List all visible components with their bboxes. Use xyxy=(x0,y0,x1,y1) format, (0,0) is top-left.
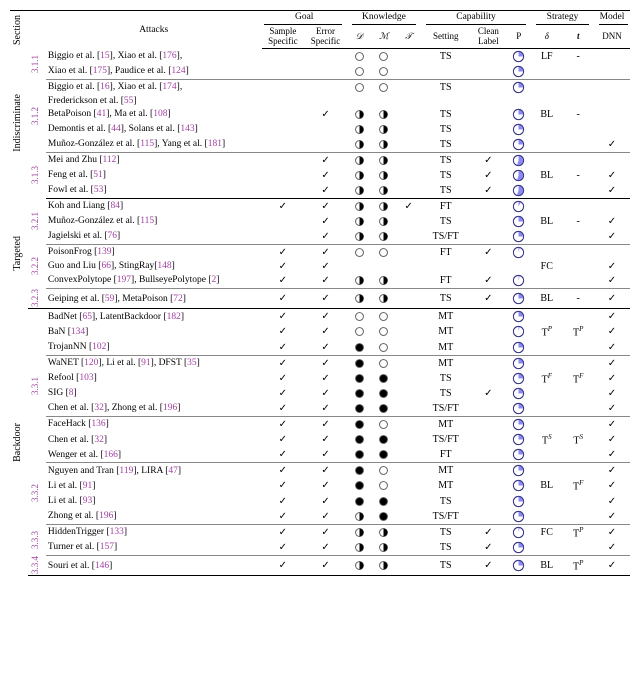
attack-name: Frederickson et al. [55] xyxy=(46,95,262,107)
col-d: 𝒟 xyxy=(347,26,372,48)
attack-name: Xiao et al. [175], Paudice et al. [124] xyxy=(46,64,262,80)
col-sample: SampleSpecific xyxy=(262,26,305,48)
col-group: Strategy xyxy=(531,11,594,24)
attack-name: WaNET [120], Li et al. [91], DFST [35] xyxy=(46,355,262,371)
attack-name: Chen et al. [32] xyxy=(46,432,262,447)
attack-name: Biggio et al. [15], Xiao et al. [176], xyxy=(46,48,262,64)
attack-name: Wenger et al. [166] xyxy=(46,447,262,463)
attack-name: HiddenTrigger [133] xyxy=(46,524,262,540)
attack-name: Feng et al. [51] xyxy=(46,168,262,183)
section-number: 3.2.3 xyxy=(30,289,40,307)
attacks-comparison-table: Section AttacksGoalKnowledgeCapabilityStr… xyxy=(10,10,630,576)
col-dnn: DNN xyxy=(594,26,630,48)
section-number: 3.1.1 xyxy=(30,55,40,73)
attack-name: SIG [8] xyxy=(46,386,262,401)
section-number: 3.3.2 xyxy=(30,484,40,502)
section-number: 3.3.4 xyxy=(30,556,40,574)
attack-name: TrojanNN [102] xyxy=(46,340,262,356)
attack-name: Nguyen and Tran [119], LIRA [47] xyxy=(46,463,262,479)
attack-name: Turner et al. [157] xyxy=(46,540,262,556)
section-number: 3.1.3 xyxy=(30,166,40,184)
attack-name: PoisonFrog [139] xyxy=(46,244,262,260)
col-group: Goal xyxy=(262,11,347,24)
section-number: 3.3.3 xyxy=(30,531,40,549)
attack-name: Demontis et al. [44], Solans et al. [143… xyxy=(46,122,262,137)
section-label: Targeted xyxy=(12,236,23,271)
attack-name: Mei and Zhu [112] xyxy=(46,152,262,168)
attack-name: Refool [103] xyxy=(46,371,262,386)
col-clean: CleanLabel xyxy=(470,26,506,48)
col-ttt: t xyxy=(563,26,594,48)
col-attacks: Attacks xyxy=(46,11,262,49)
attack-name: Souri et al. [146] xyxy=(46,555,262,576)
attack-name: Biggio et al. [16], Xiao et al. [174], xyxy=(46,79,262,95)
attack-name: Chen et al. [32], Zhong et al. [196] xyxy=(46,401,262,417)
col-t: 𝒯 xyxy=(396,26,421,48)
attack-name: Geiping et al. [59], MetaPoison [72] xyxy=(46,288,262,309)
attack-name: Fowl et al. [53] xyxy=(46,183,262,199)
col-p: P xyxy=(506,26,531,48)
section-number: 3.1.2 xyxy=(30,107,40,125)
col-group: Capability xyxy=(421,11,531,24)
attack-name: Koh and Liang [84] xyxy=(46,198,262,214)
col-setting: Setting xyxy=(421,26,470,48)
attack-name: Muñoz-González et al. [115] xyxy=(46,214,262,229)
attack-name: BaN [134] xyxy=(46,324,262,339)
attack-name: Jagielski et al. [76] xyxy=(46,229,262,245)
col-delta: δ xyxy=(531,26,562,48)
section-number: 3.2.2 xyxy=(30,257,40,275)
attack-name: BetaPoison [41], Ma et al. [108] xyxy=(46,107,262,122)
col-error: ErrorSpecific xyxy=(304,26,347,48)
col-group: Model xyxy=(594,11,630,24)
attack-name: Li et al. [91] xyxy=(46,478,262,493)
section-label: Indiscriminate xyxy=(12,94,23,152)
col-section: Section xyxy=(12,15,23,45)
section-number: 3.2.1 xyxy=(30,212,40,230)
col-group: Knowledge xyxy=(347,11,421,24)
attack-name: FaceHack [136] xyxy=(46,416,262,432)
attack-name: BadNet [65], LatentBackdoor [182] xyxy=(46,309,262,325)
attack-name: Zhong et al. [196] xyxy=(46,509,262,525)
col-m: ℳ xyxy=(372,26,397,48)
attack-name: Li et al. [93] xyxy=(46,494,262,509)
attack-name: ConvexPolytope [197], BullseyePolytope [… xyxy=(46,273,262,289)
attack-name: Muñoz-González et al. [115], Yang et al.… xyxy=(46,137,262,153)
section-label: Backdoor xyxy=(12,423,23,462)
section-number: 3.3.1 xyxy=(30,377,40,395)
attack-name: Guo and Liu [66], StingRay[148] xyxy=(46,260,262,273)
